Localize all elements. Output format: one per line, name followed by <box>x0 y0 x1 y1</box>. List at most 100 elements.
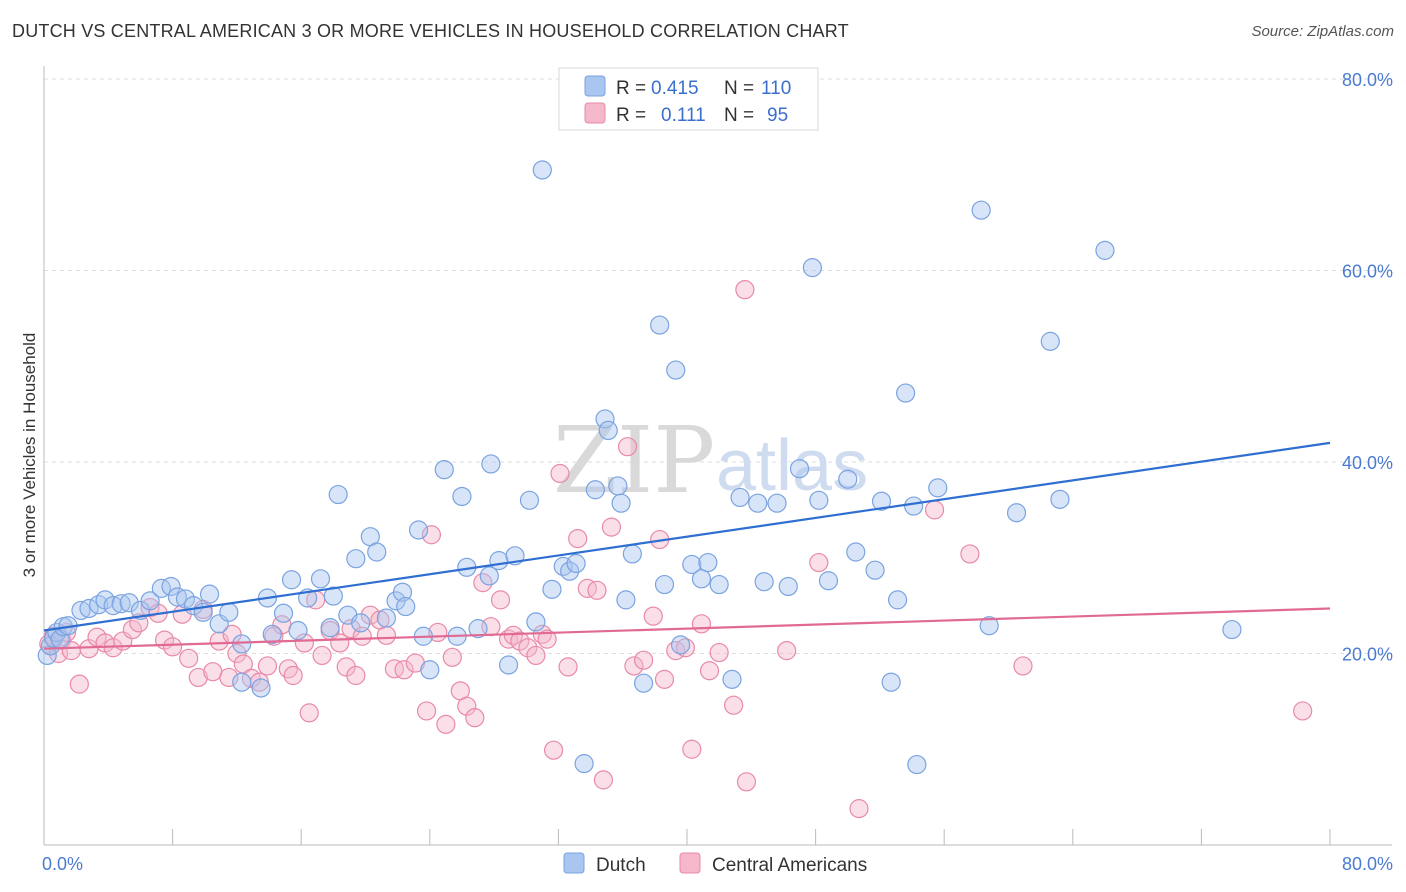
data-point-central-americans <box>777 641 797 661</box>
data-point-dutch <box>778 576 798 597</box>
data-point-central-americans <box>294 633 315 653</box>
data-point-dutch <box>1095 240 1115 260</box>
y-tick-label: 40.0% <box>1342 453 1393 473</box>
data-point-dutch <box>328 484 348 505</box>
legend-n-value-ca: 95 <box>767 105 788 126</box>
watermark-atlas: atlas <box>716 426 868 506</box>
data-point-dutch <box>219 602 239 622</box>
data-point-dutch <box>838 469 858 489</box>
data-point-central-americans <box>924 500 945 520</box>
data-point-central-americans <box>69 674 89 694</box>
data-point-central-americans <box>227 643 247 664</box>
data-point-dutch <box>323 586 343 606</box>
data-point-dutch <box>560 561 580 581</box>
data-point-dutch <box>566 553 586 574</box>
y-tick-label: 80.0% <box>1342 70 1393 90</box>
x-tick-label: 0.0% <box>42 854 83 874</box>
data-point-central-americans <box>421 525 442 545</box>
data-point-central-americans <box>299 703 319 723</box>
data-point-dutch <box>151 578 171 598</box>
data-point-dutch <box>904 496 924 516</box>
data-point-dutch <box>320 618 340 638</box>
data-point-dutch <box>907 754 927 775</box>
data-point-dutch <box>881 672 901 692</box>
data-point-dutch <box>1040 331 1060 351</box>
data-point-dutch <box>802 258 822 278</box>
data-point-dutch <box>376 608 396 628</box>
data-point-dutch <box>1050 489 1070 509</box>
data-point-dutch <box>928 478 948 498</box>
legend-n-label-ca: N = <box>724 105 754 126</box>
data-point-dutch <box>346 549 366 569</box>
data-point-central-americans <box>526 645 546 666</box>
data-point-central-americans <box>624 656 644 676</box>
legend-r-label-ca: R = <box>616 105 646 126</box>
data-point-dutch <box>979 616 999 636</box>
data-point-dutch <box>199 584 220 604</box>
legend-r-value-dutch: 0.415 <box>651 78 699 99</box>
data-point-central-americans <box>809 552 829 573</box>
data-point-dutch <box>682 554 702 575</box>
data-point-dutch <box>103 596 123 616</box>
y-tick-label: 20.0% <box>1342 645 1393 665</box>
data-point-central-americans <box>518 638 538 658</box>
data-point-dutch <box>481 454 501 474</box>
data-point-central-americans <box>537 629 557 649</box>
data-point-dutch <box>452 486 472 507</box>
data-point-dutch <box>846 542 866 562</box>
data-point-dutch <box>468 619 488 639</box>
data-point-dutch <box>595 409 615 429</box>
data-point-dutch <box>396 596 416 617</box>
data-point-dutch <box>111 594 131 614</box>
data-point-dutch <box>281 570 302 590</box>
data-point-central-americans <box>188 667 208 688</box>
bottom-legend: Dutch Central Americans <box>563 852 867 876</box>
legend-n-value-dutch: 110 <box>761 78 791 99</box>
data-point-central-americans <box>849 799 869 819</box>
data-point-dutch <box>818 571 839 591</box>
data-point-central-americans <box>587 580 607 600</box>
data-point-dutch <box>273 603 294 623</box>
data-point-dutch <box>542 579 562 599</box>
trend-lines <box>43 441 1331 650</box>
data-point-central-americans <box>550 463 570 484</box>
bottom-legend-swatch-dutch <box>563 852 585 874</box>
data-point-dutch <box>887 590 908 610</box>
data-point-dutch <box>691 569 712 589</box>
data-point-dutch <box>865 560 885 580</box>
data-point-dutch <box>611 493 631 513</box>
y-tick-labels: 20.0% 40.0% 60.0% 80.0% <box>1342 70 1393 665</box>
trend-line-central-americans <box>43 607 1331 650</box>
data-point-dutch <box>1222 619 1242 640</box>
data-point-dutch <box>608 476 628 496</box>
data-point-central-americans <box>691 614 712 634</box>
data-point-dutch <box>650 315 670 335</box>
grid-lines <box>44 78 1392 654</box>
data-point-dutch <box>633 673 654 693</box>
data-point-central-americans <box>736 772 757 792</box>
data-point-dutch <box>310 569 331 589</box>
data-point-dutch <box>232 672 252 692</box>
bottom-legend-label-dutch: Dutch <box>596 855 646 876</box>
data-point-central-americans <box>960 544 980 564</box>
data-point-dutch <box>71 600 91 621</box>
data-point-central-americans <box>699 661 720 681</box>
watermark: ZIP atlas <box>553 407 868 514</box>
data-point-dutch <box>896 383 916 403</box>
data-point-dutch <box>598 420 618 441</box>
y-tick-label: 60.0% <box>1342 262 1393 282</box>
data-point-dutch <box>754 572 774 592</box>
data-point-dutch <box>161 576 181 597</box>
legend-swatch-dutch <box>584 75 606 97</box>
data-point-dutch <box>574 754 594 774</box>
data-point-dutch <box>654 574 675 595</box>
data-point-central-americans <box>735 280 755 300</box>
data-point-central-americans <box>709 642 729 663</box>
data-point-central-americans <box>654 669 675 689</box>
data-point-central-americans <box>490 590 511 610</box>
data-point-central-americans <box>543 740 564 760</box>
data-point-dutch <box>251 678 271 698</box>
watermark-zip: ZIP <box>553 407 715 514</box>
data-point-central-americans <box>558 657 578 677</box>
bottom-legend-label-ca: Central Americans <box>712 855 867 876</box>
